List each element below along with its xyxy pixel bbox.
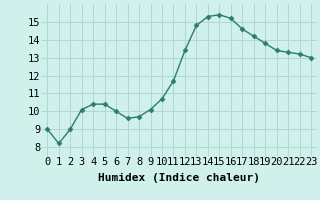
X-axis label: Humidex (Indice chaleur): Humidex (Indice chaleur) — [98, 173, 260, 183]
